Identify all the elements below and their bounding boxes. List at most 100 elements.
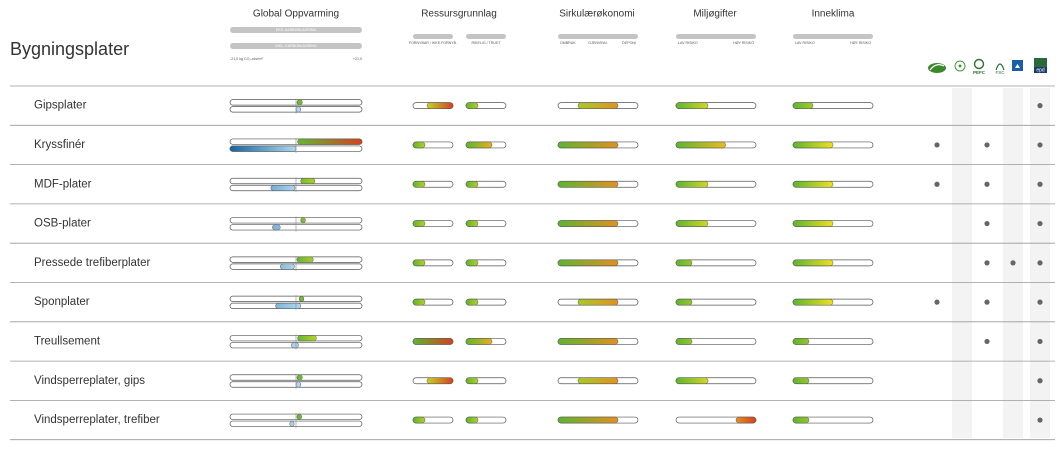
row-name: Vindsperreplater, trefiber [34,414,160,426]
row-name: Pressede trefiberplater [34,257,151,269]
bar-segment [295,106,301,113]
bar-segment [577,102,619,109]
row-name: Kryssfinér [34,139,85,151]
bar-segment [275,302,301,309]
row-name: Treullsement [34,335,101,347]
cert-label: PEFC [973,70,986,75]
bar-segment [577,298,619,306]
legend-bar [230,27,362,33]
bar-segment [675,338,693,345]
bar-segment [270,185,296,191]
cert-dot [1037,299,1043,305]
column-title: Miljøgifter [693,9,737,20]
bar-segment [792,181,834,188]
bar-segment [296,256,314,263]
cert-dot [984,142,990,148]
bar-segment [465,338,493,345]
row-name: MDF-plater [34,178,92,190]
bar-segment [675,298,693,306]
cert-dot [1037,417,1043,423]
bar-segment [792,141,834,149]
bar-segment [465,416,479,424]
cert-dot [1037,181,1043,187]
legend-bar [558,34,638,39]
bar-segment [792,220,834,227]
bar-segment [300,178,316,184]
bar-segment [296,374,303,381]
bar-segment [426,377,454,384]
bar-segment [465,259,479,267]
bar-segment [465,220,479,227]
legend-bar [676,34,756,39]
column-title: Ressursgrunnlag [421,9,497,20]
cert-dot [934,181,940,187]
legend-label: LAV RISIKO [795,41,815,45]
bar-segment [229,145,297,152]
bar-segment [272,224,281,231]
legend-bar [413,34,453,39]
legend-label: HØY RISIKO [733,41,754,45]
bar-segment [296,413,302,420]
bar-segment [792,259,834,267]
column-title: Inneklima [812,9,855,20]
axis-label: +21,0 [353,57,362,61]
cert-dot [984,299,990,305]
bar-segment [557,181,619,188]
cert-dot [984,260,990,266]
bar-segment [412,298,426,306]
legend-label: RIKELIG / TRUET [471,41,501,45]
bar-segment [297,335,317,342]
bar-segment [295,381,301,388]
column-title: Global Oppvarming [253,9,339,20]
cert-dot [984,181,990,187]
cert-label: epd [1036,67,1045,73]
bar-segment [675,377,709,384]
row-name: Vindsperreplater, gips [34,375,145,387]
bar-segment [296,99,303,106]
bar-segment [297,138,363,145]
bar-segment [298,295,305,302]
bar-segment [792,338,810,345]
bar-segment [675,220,709,227]
cert-dot [1010,260,1016,266]
bar-segment [412,141,426,149]
cert-label: FSC [996,70,1006,75]
row-name: OSB-plater [34,218,91,230]
bar-segment [675,259,693,267]
cert-dot [1037,103,1043,109]
bar-segment [557,338,619,345]
bar-segment [412,259,426,267]
bar-segment [426,102,454,109]
legend-label: OMBRUK [560,41,576,45]
cert-dot [934,142,940,148]
bar-segment [465,141,493,149]
legend-label: GJENVINN. [588,41,607,45]
legend-label: LAV RISIKO [678,41,698,45]
legend-label: EKS. KARBONLAGRING [276,28,317,32]
bar-segment [577,377,619,384]
bar-segment [280,263,295,270]
cert-dot [984,338,990,345]
axis-label: -21,0 kg CO₂-ekv/m² [230,57,264,61]
row-name: Sponplater [34,296,90,308]
row-name: Gipsplater [34,100,87,112]
cert-column-shading [952,88,1050,438]
cert-dot [984,220,990,227]
bar-segment [792,416,810,424]
bar-segment [792,377,810,384]
bar-segment [557,220,619,227]
bar-segment [412,181,426,188]
bar-segment [557,141,619,149]
bar-segment [735,416,757,424]
page-title: Bygningsplater [10,39,129,59]
legend-bar [793,34,873,39]
legend-label: FORNYBAR / IKKE FORNYB. [409,41,457,45]
cert-dot [1037,220,1043,227]
cert-dot [1037,260,1043,266]
content: Global Oppvarming Ressursgrunnlag Sirkulær… [10,9,1055,441]
bar-segment [291,342,299,349]
bar-segment [675,141,726,149]
bar-segment [465,377,479,384]
legend-label: HØY RISIKO [850,41,871,45]
